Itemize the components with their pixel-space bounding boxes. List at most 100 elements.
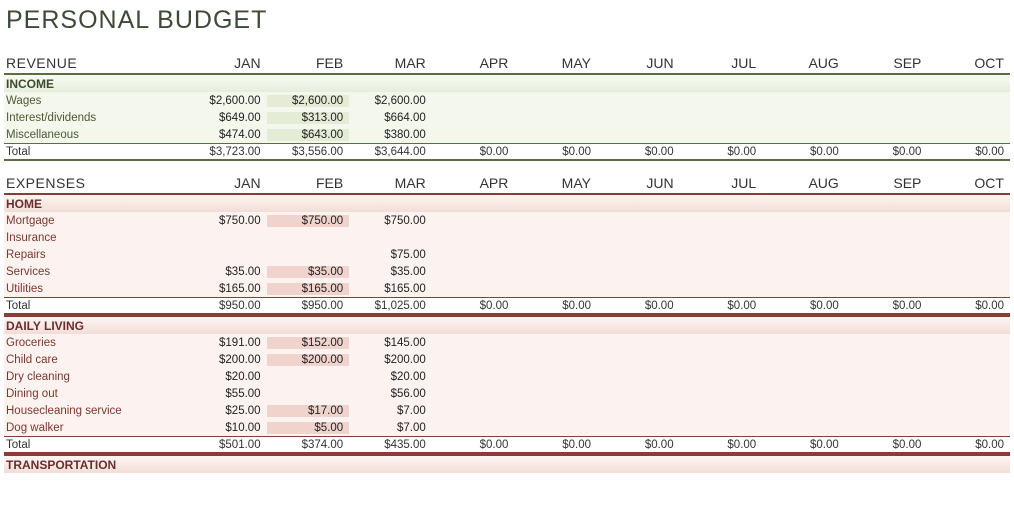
total-row: Total$501.00$374.00$435.00$0.00$0.00$0.0…	[4, 436, 1010, 454]
data-row: Mortgage$750.00$750.00$750.00	[4, 212, 1010, 229]
row-label: Dog walker	[4, 422, 184, 434]
value-cell[interactable]: $165.00	[184, 283, 267, 295]
data-row: Miscellaneous$474.00$643.00$380.00	[4, 126, 1010, 143]
total-row: Total$3,723.00$3,556.00$3,644.00$0.00$0.…	[4, 143, 1010, 161]
total-cell: $0.00	[680, 146, 763, 158]
row-label: Interest/dividends	[4, 112, 184, 124]
category-label: TRANSPORTATION	[4, 458, 1010, 472]
value-cell[interactable]: $75.00	[349, 249, 432, 261]
value-cell[interactable]: $191.00	[184, 337, 267, 349]
total-cell: $0.00	[432, 439, 515, 451]
total-cell: $950.00	[184, 300, 267, 312]
value-cell[interactable]: $145.00	[349, 337, 432, 349]
value-cell[interactable]: $35.00	[267, 266, 350, 278]
total-cell: $0.00	[845, 439, 928, 451]
value-cell[interactable]: $25.00	[184, 405, 267, 417]
value-cell[interactable]: $35.00	[184, 266, 267, 278]
row-label: Groceries	[4, 337, 184, 349]
value-cell[interactable]: $750.00	[267, 215, 350, 227]
row-label: Wages	[4, 95, 184, 107]
category-row: TRANSPORTATION	[4, 454, 1010, 473]
month-header: OCT	[927, 55, 1010, 71]
total-cell: $0.00	[514, 439, 597, 451]
value-cell[interactable]: $313.00	[267, 112, 350, 124]
page-title: PERSONAL BUDGET	[4, 0, 1010, 45]
total-row: Total$950.00$950.00$1,025.00$0.00$0.00$0…	[4, 297, 1010, 315]
data-row: Child care$200.00$200.00$200.00	[4, 351, 1010, 368]
value-cell[interactable]: $20.00	[349, 371, 432, 383]
value-cell[interactable]: $7.00	[349, 422, 432, 434]
value-cell[interactable]: $200.00	[184, 354, 267, 366]
section-header-label: REVENUE	[4, 55, 184, 71]
section-header-label: EXPENSES	[4, 175, 184, 191]
value-cell[interactable]: $2,600.00	[267, 95, 350, 107]
value-cell[interactable]: $200.00	[349, 354, 432, 366]
data-row: Utilities$165.00$165.00$165.00	[4, 280, 1010, 297]
value-cell[interactable]: $165.00	[267, 283, 350, 295]
value-cell[interactable]: $56.00	[349, 388, 432, 400]
row-label: Dining out	[4, 388, 184, 400]
total-cell: $0.00	[762, 300, 845, 312]
data-row: Dog walker$10.00$5.00$7.00	[4, 419, 1010, 436]
section: REVENUEJANFEBMARAPRMAYJUNJULAUGSEPOCTINC…	[4, 45, 1010, 161]
value-cell[interactable]: $7.00	[349, 405, 432, 417]
month-header: MAR	[349, 175, 432, 191]
data-row: Dry cleaning$20.00$20.00	[4, 368, 1010, 385]
category-row: INCOME	[4, 73, 1010, 92]
value-cell[interactable]: $55.00	[184, 388, 267, 400]
month-header: JUN	[597, 55, 680, 71]
value-cell[interactable]: $152.00	[267, 337, 350, 349]
total-cell: $435.00	[349, 439, 432, 451]
total-cell: $0.00	[432, 146, 515, 158]
value-cell[interactable]: $165.00	[349, 283, 432, 295]
value-cell[interactable]: $10.00	[184, 422, 267, 434]
total-label: Total	[4, 300, 184, 312]
total-label: Total	[4, 146, 184, 158]
month-header: FEB	[267, 175, 350, 191]
section: EXPENSESJANFEBMARAPRMAYJUNJULAUGSEPOCTHO…	[4, 165, 1010, 473]
month-header: AUG	[762, 55, 845, 71]
month-header: JUN	[597, 175, 680, 191]
value-cell[interactable]: $2,600.00	[184, 95, 267, 107]
month-header: AUG	[762, 175, 845, 191]
value-cell[interactable]: $35.00	[349, 266, 432, 278]
month-header: APR	[432, 55, 515, 71]
value-cell[interactable]: $750.00	[184, 215, 267, 227]
total-cell: $374.00	[267, 439, 350, 451]
value-cell[interactable]: $2,600.00	[349, 95, 432, 107]
month-header: FEB	[267, 55, 350, 71]
value-cell[interactable]: $649.00	[184, 112, 267, 124]
month-header: JUL	[680, 55, 763, 71]
month-header: MAY	[514, 55, 597, 71]
month-header: SEP	[845, 55, 928, 71]
value-cell[interactable]: $20.00	[184, 371, 267, 383]
value-cell[interactable]: $200.00	[267, 354, 350, 366]
data-row: Insurance	[4, 229, 1010, 246]
total-cell: $0.00	[514, 300, 597, 312]
value-cell[interactable]: $750.00	[349, 215, 432, 227]
total-cell: $3,644.00	[349, 146, 432, 158]
value-cell[interactable]: $474.00	[184, 129, 267, 141]
total-cell: $0.00	[680, 300, 763, 312]
data-row: Services$35.00$35.00$35.00	[4, 263, 1010, 280]
value-cell[interactable]: $5.00	[267, 422, 350, 434]
month-header: JAN	[184, 175, 267, 191]
category-label: DAILY LIVING	[4, 319, 1010, 333]
total-cell: $3,723.00	[184, 146, 267, 158]
value-cell[interactable]: $380.00	[349, 129, 432, 141]
value-cell[interactable]: $664.00	[349, 112, 432, 124]
total-cell: $0.00	[845, 300, 928, 312]
row-label: Dry cleaning	[4, 371, 184, 383]
total-label: Total	[4, 439, 184, 451]
data-row: Housecleaning service$25.00$17.00$7.00	[4, 402, 1010, 419]
data-row: Groceries$191.00$152.00$145.00	[4, 334, 1010, 351]
total-cell: $0.00	[762, 439, 845, 451]
total-cell: $0.00	[597, 300, 680, 312]
value-cell[interactable]: $643.00	[267, 129, 350, 141]
row-label: Utilities	[4, 283, 184, 295]
section-header-row: EXPENSESJANFEBMARAPRMAYJUNJULAUGSEPOCT	[4, 165, 1010, 193]
month-header: APR	[432, 175, 515, 191]
total-cell: $0.00	[762, 146, 845, 158]
value-cell[interactable]: $17.00	[267, 405, 350, 417]
total-cell: $501.00	[184, 439, 267, 451]
